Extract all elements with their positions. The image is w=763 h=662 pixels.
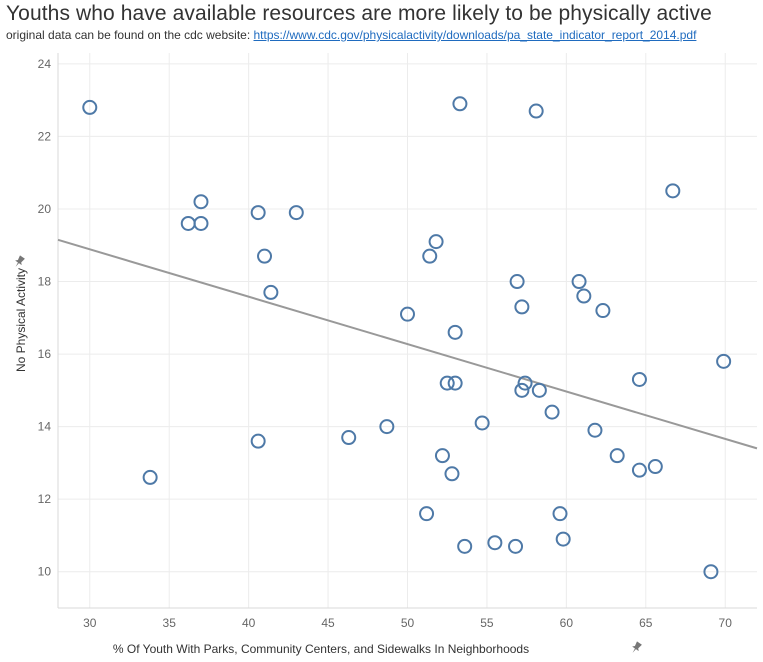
data-point[interactable] bbox=[457, 538, 473, 554]
data-point[interactable] bbox=[631, 371, 647, 387]
data-point[interactable] bbox=[193, 215, 209, 231]
y-tick-label: 14 bbox=[38, 420, 52, 434]
y-axis-pin-icon[interactable] bbox=[12, 255, 25, 269]
x-axis-title: % Of Youth With Parks, Community Centers… bbox=[113, 642, 529, 656]
x-tick-label: 55 bbox=[480, 616, 494, 630]
y-axis-title: No Physical Activity bbox=[14, 268, 28, 372]
data-point[interactable] bbox=[544, 404, 560, 420]
data-point[interactable] bbox=[257, 248, 273, 264]
data-point[interactable] bbox=[631, 462, 647, 478]
data-point[interactable] bbox=[250, 433, 266, 449]
data-point[interactable] bbox=[142, 469, 158, 485]
data-point[interactable] bbox=[517, 375, 533, 391]
x-tick-label: 40 bbox=[242, 616, 256, 630]
data-point[interactable] bbox=[341, 430, 357, 446]
y-tick-label: 10 bbox=[38, 565, 52, 579]
y-tick-labels: 10 12 14 16 18 20 22 24 bbox=[38, 57, 52, 579]
data-point[interactable] bbox=[180, 215, 196, 231]
data-point[interactable] bbox=[576, 288, 592, 304]
data-point[interactable] bbox=[439, 375, 455, 391]
data-point[interactable] bbox=[400, 306, 415, 322]
data-point[interactable] bbox=[552, 506, 568, 522]
x-axis-pin-icon[interactable] bbox=[629, 641, 642, 655]
x-tick-label: 35 bbox=[163, 616, 177, 630]
trend-line[interactable] bbox=[57, 238, 758, 450]
data-point[interactable] bbox=[587, 422, 603, 438]
data-point[interactable] bbox=[514, 299, 530, 315]
data-point[interactable] bbox=[428, 234, 444, 250]
data-point[interactable] bbox=[528, 103, 544, 119]
data-point[interactable] bbox=[514, 382, 530, 398]
data-point[interactable] bbox=[250, 205, 266, 221]
data-point[interactable] bbox=[595, 303, 611, 319]
y-tick-label: 18 bbox=[38, 275, 52, 289]
data-point[interactable] bbox=[647, 459, 663, 475]
data-point[interactable] bbox=[509, 274, 525, 290]
y-tick-label: 12 bbox=[38, 492, 52, 506]
data-point[interactable] bbox=[447, 324, 463, 340]
chart-title: Youths who have available resources are … bbox=[6, 2, 712, 25]
data-point[interactable] bbox=[379, 419, 395, 435]
data-point[interactable] bbox=[82, 99, 98, 115]
y-tick-label: 16 bbox=[38, 347, 52, 361]
source-link[interactable]: https://www.cdc.gov/physicalactivity/dow… bbox=[253, 28, 697, 42]
y-tick-label: 20 bbox=[38, 202, 52, 216]
data-point[interactable] bbox=[422, 248, 438, 264]
data-point[interactable] bbox=[288, 205, 304, 221]
data-point[interactable] bbox=[555, 531, 571, 547]
x-tick-label: 70 bbox=[719, 616, 733, 630]
subtitle-text: original data can be found on the cdc we… bbox=[6, 28, 254, 42]
data-point[interactable] bbox=[716, 353, 732, 369]
data-point[interactable] bbox=[434, 448, 450, 464]
data-point[interactable] bbox=[531, 382, 547, 398]
x-tick-label: 50 bbox=[401, 616, 415, 630]
data-point[interactable] bbox=[263, 284, 279, 300]
grid-lines bbox=[58, 53, 757, 608]
y-tick-label: 24 bbox=[38, 57, 52, 71]
x-tick-label: 60 bbox=[560, 616, 574, 630]
data-point[interactable] bbox=[609, 448, 625, 464]
data-point[interactable] bbox=[487, 535, 503, 551]
data-point[interactable] bbox=[444, 466, 460, 482]
data-point[interactable] bbox=[571, 274, 587, 290]
data-point[interactable] bbox=[665, 183, 681, 199]
x-tick-label: 45 bbox=[321, 616, 335, 630]
data-point[interactable] bbox=[508, 538, 524, 554]
y-tick-label: 22 bbox=[38, 129, 52, 143]
x-tick-label: 30 bbox=[83, 616, 97, 630]
data-point[interactable] bbox=[703, 564, 719, 580]
data-point[interactable] bbox=[474, 415, 490, 431]
data-point[interactable] bbox=[193, 194, 209, 210]
chart-subtitle: original data can be found on the cdc we… bbox=[6, 28, 696, 42]
x-tick-labels: 30 35 40 45 50 55 60 65 70 bbox=[83, 616, 732, 630]
data-point[interactable] bbox=[447, 375, 463, 391]
data-point[interactable] bbox=[452, 96, 468, 112]
data-point[interactable] bbox=[419, 506, 435, 522]
x-tick-label: 65 bbox=[639, 616, 653, 630]
data-points bbox=[82, 96, 732, 580]
